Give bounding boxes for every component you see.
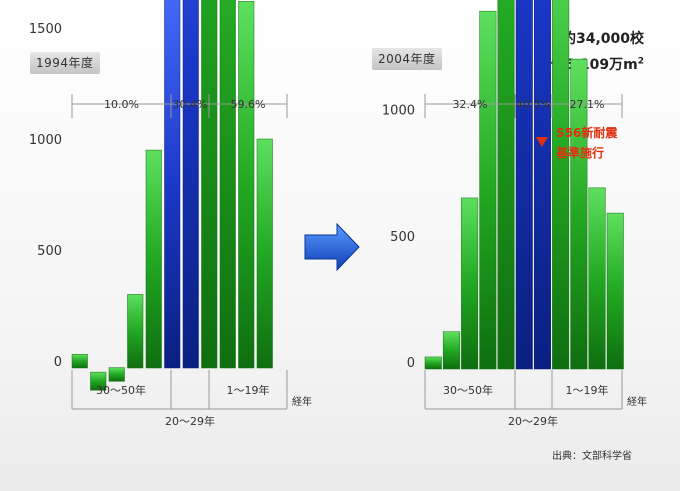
- y-tick-label: 500: [390, 230, 415, 245]
- bar: [424, 356, 442, 370]
- bar: [606, 212, 624, 370]
- annotation-marker-icon: [536, 137, 548, 147]
- bar: [71, 354, 88, 369]
- bar: [588, 187, 606, 370]
- transition-arrow-icon: [304, 222, 360, 272]
- top-percentage-label: 30.4%: [173, 98, 208, 111]
- y-tick-label: 1000: [382, 104, 415, 119]
- bar: [182, 0, 199, 369]
- summary-area-sup: 2: [637, 56, 644, 67]
- bar: [479, 10, 497, 370]
- bar: [219, 0, 236, 369]
- y-tick-label: 0: [407, 356, 415, 371]
- bar: [533, 0, 551, 370]
- y-tick-label: 500: [37, 244, 62, 259]
- x-unit-label: 経年: [292, 395, 312, 408]
- bar: [570, 58, 588, 370]
- top-percentage-label: 10.0%: [104, 98, 139, 111]
- bar: [90, 371, 107, 391]
- bottom-group-label: 20〜29年: [165, 414, 215, 428]
- bar: [256, 138, 273, 369]
- top-percentage-label: 27.1%: [570, 98, 605, 111]
- bar: [552, 0, 570, 370]
- bottom-group-label: 20〜29年: [508, 414, 558, 428]
- bar: [127, 294, 144, 369]
- source-note: 出典：文部科学省: [552, 451, 632, 462]
- annotation-line-1: S56新耐震: [556, 125, 618, 140]
- bar: [442, 331, 460, 370]
- bar: [108, 367, 125, 382]
- bar: [461, 197, 479, 370]
- top-percentage-label: 40.5%: [516, 98, 551, 111]
- bottom-group-label: 30〜50年: [443, 383, 493, 397]
- bar: [238, 1, 255, 369]
- annotation-line-2: 基準施行: [555, 145, 604, 160]
- top-percentage-label: 32.4%: [453, 98, 488, 111]
- bar: [145, 149, 162, 369]
- top-percentage-label: 59.6%: [231, 98, 266, 111]
- bottom-group-label: 1〜19年: [227, 383, 270, 397]
- bar: [515, 0, 533, 370]
- chart-2-title: 2004年度: [372, 48, 442, 70]
- y-tick-label: 0: [54, 355, 62, 370]
- chart-2: 050010001500200025003000350032.4%40.5%27…: [382, 0, 647, 428]
- bar: [164, 0, 181, 369]
- x-unit-label: 経年: [627, 395, 647, 408]
- bottom-group-label: 30〜50年: [96, 383, 146, 397]
- chart-1: 0500100015002000250030003500400010.0%30.…: [29, 0, 312, 428]
- summary-schools: 約34,000校: [561, 31, 644, 47]
- y-tick-label: 1000: [29, 133, 62, 148]
- y-tick-label: 1500: [29, 22, 62, 37]
- bar: [201, 0, 218, 369]
- bottom-group-label: 1〜19年: [566, 383, 609, 397]
- bar: [497, 0, 515, 370]
- chart-1-title: 1994年度: [30, 52, 100, 74]
